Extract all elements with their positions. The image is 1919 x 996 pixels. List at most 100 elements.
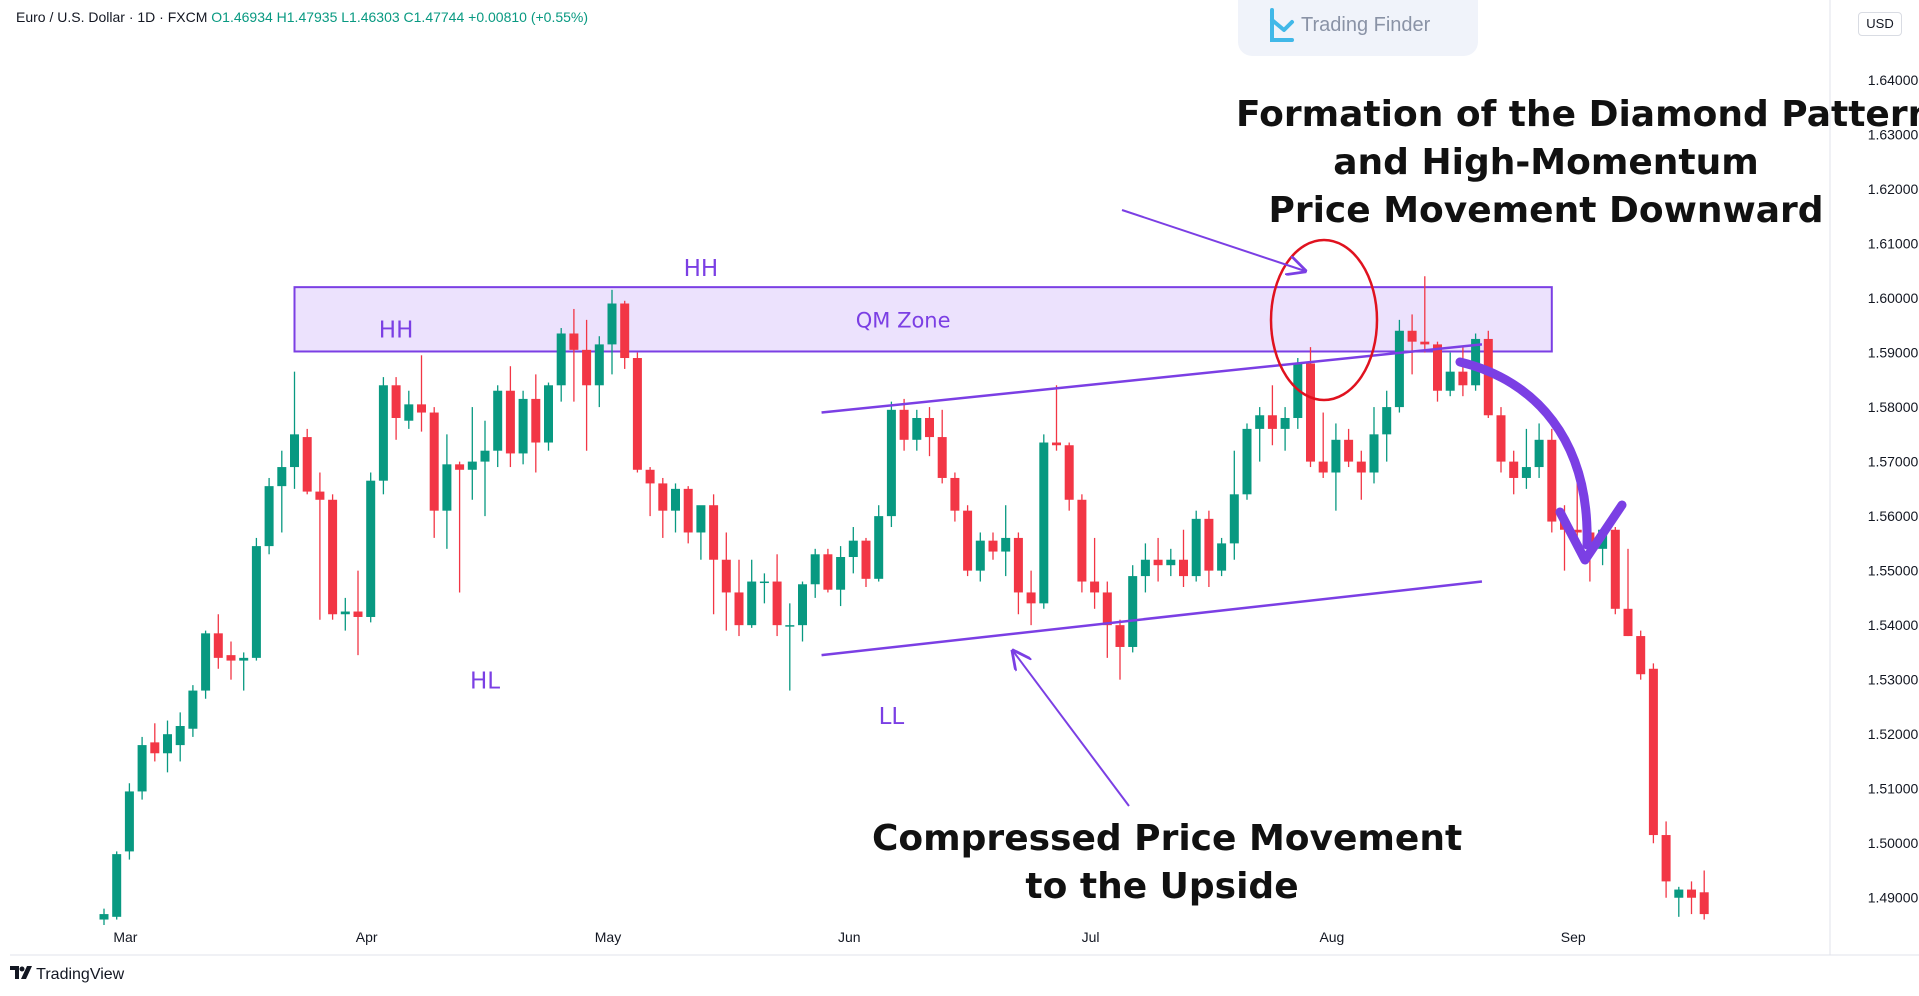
candle (1636, 630, 1646, 680)
candle (848, 527, 858, 574)
y-tick-label: 1.56000 (1868, 508, 1919, 524)
title-pointer-arrow (1121, 209, 1305, 271)
candle (137, 736, 147, 800)
candle-body (823, 554, 833, 590)
candle-body (886, 409, 896, 517)
downward-curved-arrow (1455, 357, 1592, 550)
candle (912, 409, 922, 451)
candle (1699, 870, 1709, 920)
title-line-3: Price Movement Downward (1268, 190, 1824, 231)
compressed-movement-caption: Compressed Price Movement to the Upside (872, 815, 1463, 911)
candle (785, 603, 795, 691)
candle-body (620, 303, 630, 359)
candle (1407, 314, 1417, 375)
candle (366, 472, 376, 623)
candle-body (810, 554, 820, 585)
candle-body (391, 385, 401, 418)
candle-body (988, 540, 998, 552)
tradingview-footer[interactable]: TradingView (10, 966, 124, 984)
candle (239, 652, 249, 691)
candle (163, 720, 172, 773)
candle (1179, 529, 1188, 587)
candle (1191, 510, 1201, 582)
candle-body (1242, 428, 1252, 495)
candle (925, 407, 934, 457)
candle-body (480, 450, 490, 462)
candle-body (1382, 407, 1392, 435)
candle-body (937, 437, 947, 478)
candle-body (1191, 518, 1201, 577)
candle (1242, 423, 1252, 500)
y-tick-label: 1.50000 (1868, 835, 1919, 851)
candle (582, 319, 592, 451)
candle-body (277, 467, 287, 487)
candle-body (1331, 439, 1341, 473)
candle-body (594, 344, 604, 386)
y-tick-label: 1.57000 (1868, 454, 1919, 470)
candle-body (1102, 592, 1112, 626)
candle-body (1394, 330, 1404, 408)
candle (1433, 341, 1442, 402)
y-tick-label: 1.62000 (1868, 181, 1919, 197)
y-tick-label: 1.54000 (1868, 617, 1919, 633)
candle-body (556, 333, 566, 386)
candle-body (1572, 529, 1582, 533)
candle-body (150, 742, 160, 754)
candle (975, 532, 985, 582)
candle (1102, 581, 1112, 658)
candle (836, 546, 846, 607)
candle (1140, 543, 1150, 593)
candle-body (963, 510, 973, 571)
candle (899, 398, 909, 451)
candle (1318, 412, 1328, 478)
candle-body (1267, 415, 1277, 429)
candle-body (264, 486, 274, 547)
candle (404, 390, 414, 429)
candle-body (1356, 461, 1366, 473)
diamond-pattern-title: Formation of the Diamond Pattern and Hig… (1236, 91, 1919, 235)
candle (645, 467, 655, 517)
candle (556, 328, 566, 402)
currency-selector[interactable]: USD (1858, 12, 1902, 36)
candle (988, 532, 998, 560)
candle (1610, 527, 1620, 615)
candle (1064, 442, 1074, 511)
candle (417, 355, 426, 432)
candle (696, 505, 706, 560)
candle (1217, 537, 1227, 577)
candle (1153, 537, 1163, 582)
candle (709, 494, 719, 615)
candle (213, 614, 223, 669)
y-tick-label: 1.63000 (1868, 127, 1919, 143)
candle (112, 851, 122, 920)
candle (963, 505, 973, 577)
candle (480, 420, 490, 517)
candle-body (1255, 415, 1265, 429)
candle-body (709, 505, 719, 560)
caption-line-1: Compressed Price Movement (872, 818, 1463, 859)
candle-body (1648, 668, 1658, 836)
candle-body (429, 412, 439, 511)
candle (328, 494, 338, 620)
candle-body (366, 480, 376, 617)
x-tick-label: May (595, 929, 621, 945)
y-tick-label: 1.64000 (1868, 72, 1919, 88)
brand-name: Trading Finder (1301, 14, 1431, 36)
candle-body (1483, 338, 1493, 416)
candle-body (340, 611, 350, 615)
candle-body (759, 581, 769, 584)
candle (1547, 428, 1557, 533)
tradingview-logo-icon (10, 966, 32, 979)
candle-body (124, 791, 134, 852)
candle (823, 548, 833, 593)
qm-zone (293, 286, 1553, 353)
candle (1013, 532, 1023, 615)
candle (734, 559, 744, 637)
candle (1090, 537, 1100, 609)
candle-body (493, 390, 503, 451)
candle (1661, 821, 1671, 898)
candle-body (1420, 341, 1430, 345)
candle-body (1534, 439, 1544, 468)
y-tick-label: 1.53000 (1868, 672, 1919, 688)
